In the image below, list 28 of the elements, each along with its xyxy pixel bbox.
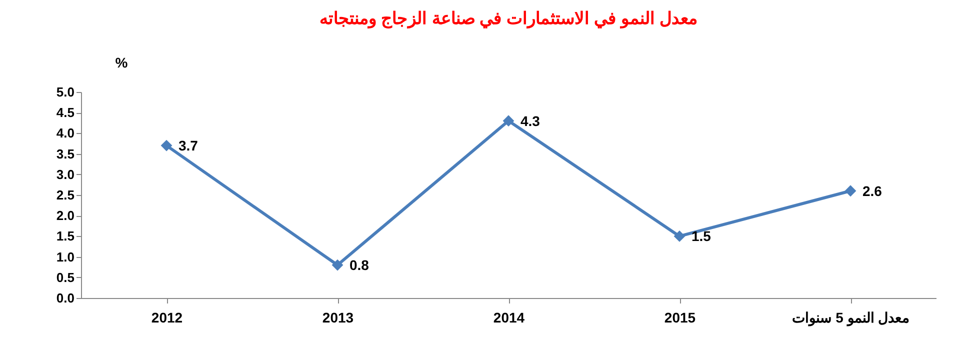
point	[332, 259, 344, 271]
data-label: 1.5	[692, 228, 712, 244]
point	[160, 140, 172, 152]
data-label: 0.8	[350, 257, 370, 274]
x-tick-label: 2012	[151, 310, 183, 326]
y-tick-label: 0.0	[56, 290, 74, 306]
y-tick-label: 4.5	[56, 105, 74, 120]
point	[844, 185, 856, 197]
x-tick-label: معدل النمو 5 سنوات	[792, 310, 910, 326]
y-tick-label: 0.5	[56, 270, 74, 285]
y-tick-label: 5.0	[56, 84, 74, 100]
y-tick-label: 4.0	[56, 126, 74, 141]
y-tick-label: 2.5	[56, 188, 74, 202]
y-tick-label: 1.5	[56, 228, 74, 244]
chart-title: معدل النمو في الاستثمارات في صناعة الزجاج ومنتجاته	[319, 9, 698, 29]
data-label: 2.6	[862, 182, 882, 199]
y-tick-label: 2.0	[56, 208, 74, 224]
data-label: 3.7	[178, 138, 198, 154]
y-axis-title: %	[115, 54, 128, 70]
x-tick-label: 2015	[664, 310, 696, 326]
y-tick-label: 1.0	[56, 249, 74, 264]
x-tick-label: 2014	[493, 310, 525, 326]
point	[674, 230, 686, 242]
point	[502, 115, 514, 127]
x-tick-label: 2013	[322, 310, 354, 326]
y-tick-label: 3.5	[56, 146, 74, 162]
data-label: 4.3	[520, 112, 540, 129]
y-tick-label: 3.0	[56, 166, 74, 182]
